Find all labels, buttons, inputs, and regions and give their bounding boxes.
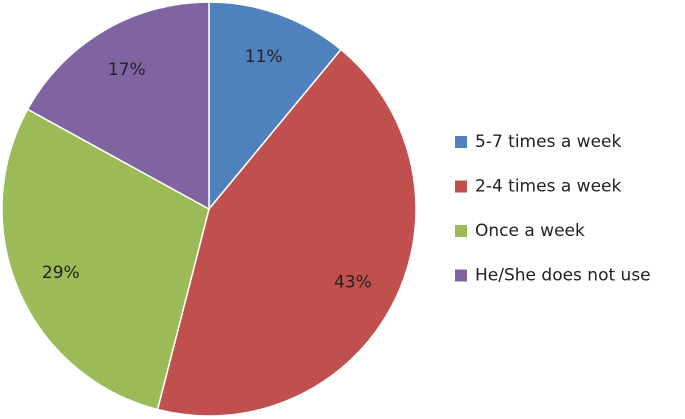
legend-label: 5-7 times a week <box>475 132 621 152</box>
legend-label: 2-4 times a week <box>475 177 621 197</box>
pie-slice <box>1 108 210 411</box>
legend-swatch <box>455 225 467 237</box>
data-label: 11% <box>245 47 283 67</box>
data-label: 29% <box>42 263 80 283</box>
legend-label: Once a week <box>475 221 585 241</box>
pie-slice <box>208 1 343 212</box>
legend-swatch <box>455 269 467 282</box>
legend-label: He/She does not use <box>475 266 651 286</box>
data-label: 43% <box>334 272 372 292</box>
legend-swatch <box>455 180 467 193</box>
data-label: 17% <box>108 60 146 80</box>
legend-swatch <box>455 136 467 148</box>
pie-slice <box>156 48 417 417</box>
pie-slice <box>26 1 210 211</box>
